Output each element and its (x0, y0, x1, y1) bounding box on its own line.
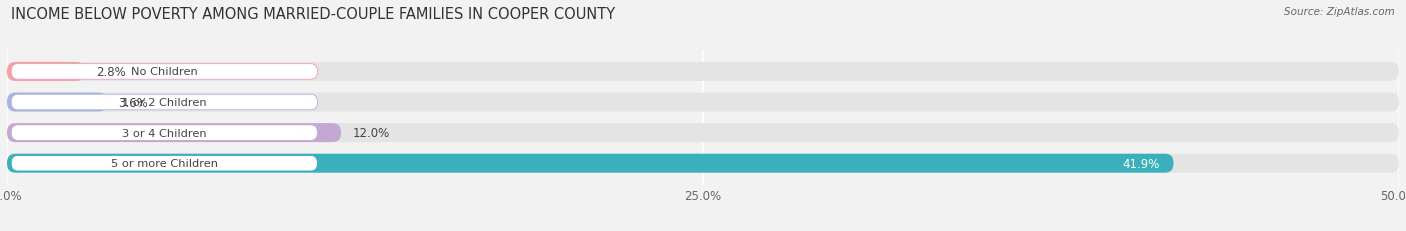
Text: No Children: No Children (131, 67, 198, 77)
FancyBboxPatch shape (7, 93, 1399, 112)
FancyBboxPatch shape (11, 95, 318, 110)
FancyBboxPatch shape (7, 93, 107, 112)
FancyBboxPatch shape (7, 63, 84, 82)
FancyBboxPatch shape (7, 154, 1174, 173)
Text: 5 or more Children: 5 or more Children (111, 158, 218, 168)
Text: 2.8%: 2.8% (96, 66, 127, 79)
Text: 3.6%: 3.6% (118, 96, 148, 109)
FancyBboxPatch shape (7, 124, 342, 143)
Text: INCOME BELOW POVERTY AMONG MARRIED-COUPLE FAMILIES IN COOPER COUNTY: INCOME BELOW POVERTY AMONG MARRIED-COUPL… (11, 7, 616, 22)
FancyBboxPatch shape (11, 125, 318, 141)
Text: 3 or 4 Children: 3 or 4 Children (122, 128, 207, 138)
Text: Source: ZipAtlas.com: Source: ZipAtlas.com (1284, 7, 1395, 17)
FancyBboxPatch shape (7, 154, 1399, 173)
Text: 1 or 2 Children: 1 or 2 Children (122, 98, 207, 108)
FancyBboxPatch shape (11, 156, 318, 171)
FancyBboxPatch shape (7, 124, 1399, 143)
FancyBboxPatch shape (11, 64, 318, 80)
Text: 41.9%: 41.9% (1122, 157, 1160, 170)
Text: 12.0%: 12.0% (353, 127, 389, 140)
FancyBboxPatch shape (7, 63, 1399, 82)
